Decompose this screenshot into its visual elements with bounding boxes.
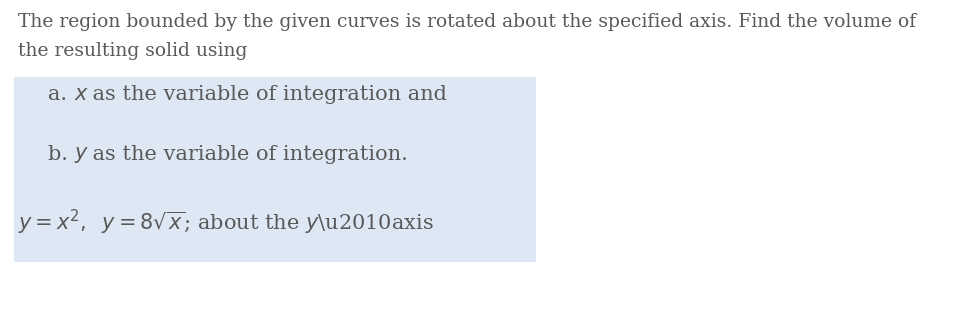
Text: $x$: $x$ <box>74 85 89 104</box>
Text: a.: a. <box>48 85 71 104</box>
FancyBboxPatch shape <box>14 77 536 262</box>
Text: as the variable of integration and: as the variable of integration and <box>86 85 447 104</box>
Text: the resulting solid using: the resulting solid using <box>18 42 248 60</box>
Text: $y$: $y$ <box>74 145 89 165</box>
Text: $y = x^2, \;\; y = 8\sqrt{x}$; about the $y$\u2010axis: $y = x^2, \;\; y = 8\sqrt{x}$; about the… <box>18 208 434 237</box>
Text: as the variable of integration.: as the variable of integration. <box>86 145 408 164</box>
Text: The region bounded by the given curves is rotated about the specified axis. Find: The region bounded by the given curves i… <box>18 13 916 31</box>
Text: b.: b. <box>48 145 72 164</box>
